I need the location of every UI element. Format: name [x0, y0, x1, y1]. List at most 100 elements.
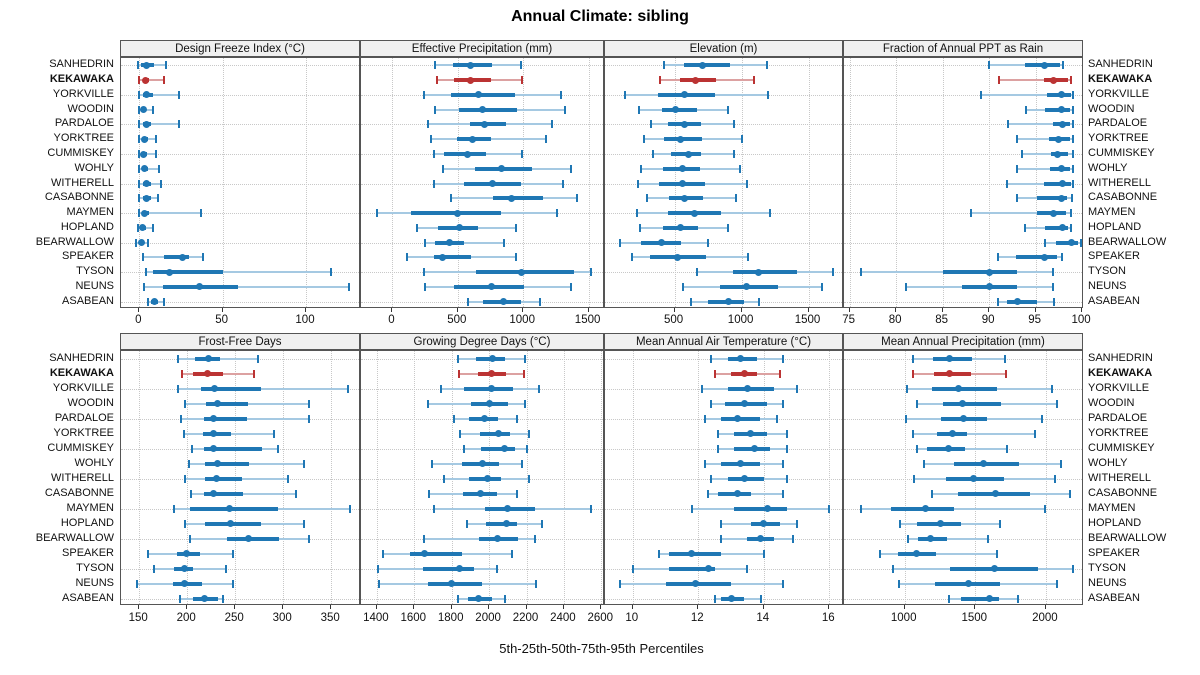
median-dot [763, 505, 771, 512]
whisker-cap [785, 429, 788, 438]
whisker-cap [624, 90, 627, 99]
median-dot [494, 430, 502, 437]
axis-tick-label: 200 [176, 612, 196, 624]
gridline-vertical [829, 351, 831, 604]
whisker-cap [294, 489, 297, 498]
whisker-cap [795, 519, 798, 528]
whisker-cap [1043, 238, 1046, 247]
whisker-cap [752, 76, 755, 85]
whisker-cap [1071, 179, 1074, 188]
station-label-left-kekawaka: KEKAWAKA [49, 366, 114, 379]
panel-plot-fraction-of-annual-ppt-as-rain [843, 57, 1083, 308]
gridline-horizontal [844, 154, 1082, 155]
station-label-left-speaker: SPEAKER [62, 250, 114, 263]
whisker-cap [224, 564, 227, 573]
whisker-cap [631, 564, 634, 573]
axis-tick [697, 605, 699, 609]
median-dot [209, 430, 217, 437]
median-dot [204, 355, 212, 362]
station-label-right-speaker: SPEAKER [1088, 546, 1140, 559]
whisker-cap [423, 238, 426, 247]
whisker-cap [433, 105, 436, 114]
percentile-whisker-5-95 [139, 212, 201, 214]
whisker-cap [912, 429, 915, 438]
median-dot [445, 239, 453, 247]
axis-tick-label: 1500 [794, 314, 821, 326]
percentile-box-25-75 [469, 122, 507, 127]
median-dot [226, 520, 234, 527]
percentile-box-25-75 [410, 551, 462, 556]
whisker-cap [1052, 282, 1055, 291]
whisker-cap [423, 282, 426, 291]
axis-tick-label: 0 [388, 314, 395, 326]
whisker-cap [449, 194, 452, 203]
whisker-cap [138, 179, 141, 188]
percentile-whisker-5-95 [191, 492, 296, 495]
median-dot [760, 520, 768, 527]
percentile-box-25-75 [890, 506, 955, 511]
whisker-cap [188, 459, 191, 468]
gridline-horizontal [121, 568, 359, 570]
whisker-cap [745, 179, 748, 188]
whisker-cap [922, 459, 925, 468]
whisker-cap [1040, 414, 1043, 423]
whisker-cap [649, 120, 652, 129]
axis-tick [903, 605, 905, 609]
median-dot [946, 370, 954, 377]
median-dot [140, 165, 148, 173]
axis-tick [895, 308, 897, 312]
median-dot [142, 180, 150, 187]
median-dot [1013, 298, 1021, 306]
median-dot [727, 595, 735, 602]
axis-tick [391, 308, 393, 312]
whisker-cap [525, 444, 528, 453]
median-dot [421, 550, 429, 557]
whisker-cap [172, 504, 175, 513]
whisker-cap [782, 459, 785, 468]
axis-tick-label: 95 [1028, 314, 1041, 326]
whisker-cap [1055, 399, 1058, 408]
axis-tick [740, 308, 742, 312]
station-label-right-wohly: WOHLY [1088, 161, 1128, 174]
gridline-horizontal [844, 183, 1082, 185]
station-label-left-witherell: WITHERELL [51, 471, 114, 484]
gridline-horizontal [844, 213, 1082, 214]
whisker-cap [190, 489, 193, 498]
whisker-cap [138, 164, 141, 173]
median-dot [704, 565, 712, 572]
whisker-cap [1071, 150, 1074, 158]
whisker-cap [527, 474, 530, 483]
whisker-cap [163, 76, 166, 85]
axis-tick-label: 100 [295, 314, 315, 326]
whisker-cap [377, 564, 380, 573]
axis-tick [305, 308, 306, 312]
whisker-cap [422, 90, 425, 99]
median-dot [740, 475, 748, 482]
whisker-cap [636, 179, 639, 188]
whisker-cap [859, 268, 862, 277]
whisker-cap [138, 150, 141, 158]
station-label-left-wohly: WOHLY [74, 161, 114, 174]
whisker-cap [590, 268, 593, 277]
whisker-cap [163, 297, 166, 306]
station-label-right-yorkville: YORKVILLE [1088, 87, 1150, 100]
whisker-cap [710, 399, 713, 408]
whisker-cap [1003, 354, 1006, 363]
gridline-vertical [808, 58, 810, 307]
median-dot [691, 76, 699, 84]
whisker-cap [176, 384, 179, 393]
median-dot [740, 400, 748, 407]
median-dot [926, 535, 934, 542]
station-label-right-cummiskey: CUMMISKEY [1088, 147, 1155, 159]
whisker-cap [232, 579, 235, 588]
station-label-right-pardaloe: PARDALOE [1088, 411, 1148, 424]
gridline-vertical [896, 58, 898, 307]
median-dot [497, 165, 505, 173]
median-dot [959, 400, 967, 407]
whisker-cap [516, 489, 519, 498]
whisker-cap [516, 414, 519, 423]
whisker-cap [427, 399, 430, 408]
whisker-cap [146, 238, 149, 247]
whisker-cap [519, 61, 522, 70]
whisker-cap [515, 223, 517, 232]
